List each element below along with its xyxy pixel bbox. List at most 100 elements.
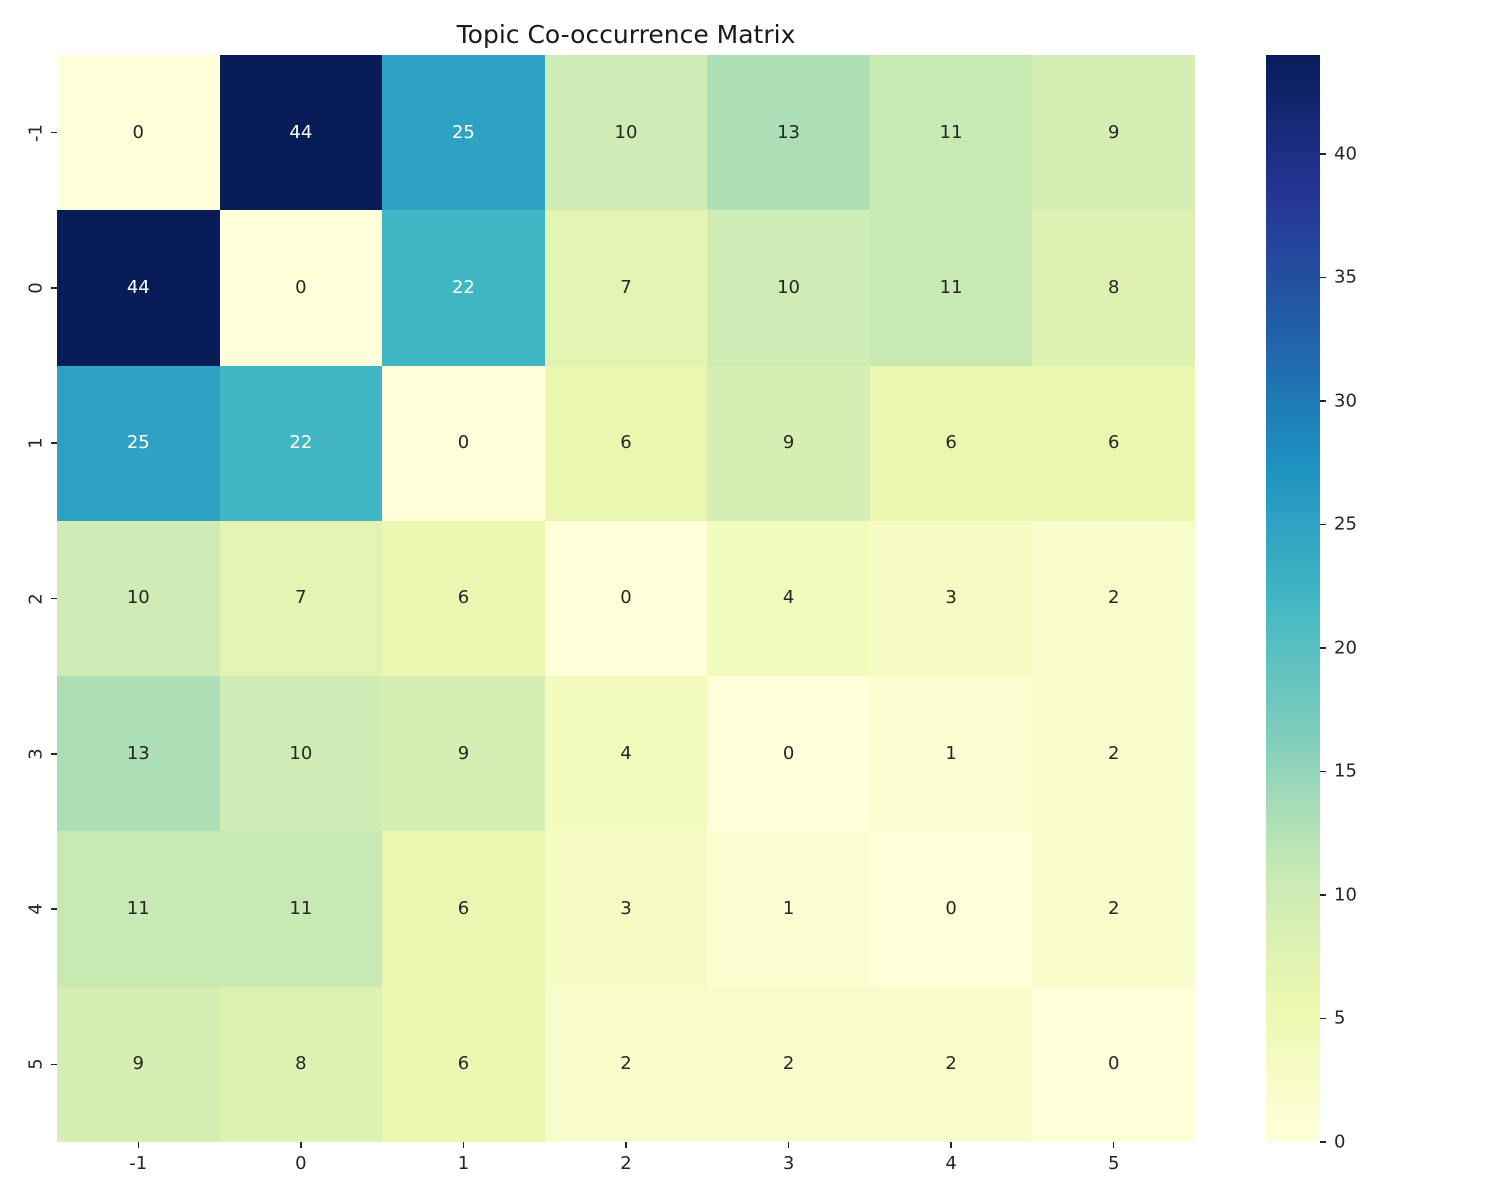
cell-value: 9: [782, 432, 795, 454]
colorbar-tick-label: 40: [1334, 143, 1357, 165]
tick-mark: [51, 597, 57, 600]
tick-mark: [625, 1142, 627, 1148]
cell-value: 6: [457, 587, 470, 609]
heatmap-cell: 1: [707, 831, 870, 987]
cell-value: 9: [132, 1053, 144, 1075]
tick-mark: [51, 753, 57, 755]
cell-value: 25: [451, 121, 475, 143]
heatmap-cell: 44: [57, 210, 220, 366]
tick-mark: [787, 1142, 790, 1148]
colorbar-tick-label: 25: [1334, 513, 1357, 535]
heatmap-cell: 22: [382, 210, 545, 366]
tick-mark: [51, 131, 57, 134]
colorbar-tick-label: 0: [1334, 1131, 1346, 1153]
heatmap-cell: 2: [1032, 520, 1195, 677]
heatmap-cell: 22: [219, 365, 383, 521]
cell-value: 22: [451, 276, 475, 298]
heatmap-cell: 6: [382, 831, 545, 987]
heatmap-cell: 9: [382, 676, 545, 832]
heatmap-cell: 11: [219, 831, 383, 987]
heatmap-cell: 0: [57, 55, 220, 211]
cell-value: 8: [1107, 276, 1120, 298]
cell-value: 3: [945, 587, 957, 609]
cell-value: 6: [620, 432, 632, 454]
heatmap-cell: 10: [219, 676, 383, 832]
heatmap-cell: 2: [707, 986, 870, 1142]
y-axis-tick-label: 0: [25, 282, 47, 294]
heatmap-cell: 4: [544, 676, 708, 832]
tick-mark: [1320, 894, 1326, 896]
cell-value: 10: [777, 276, 801, 298]
cell-value: 22: [289, 432, 313, 454]
tick-mark: [1112, 1142, 1115, 1148]
cell-value: 7: [620, 276, 632, 298]
x-axis-tick-label: 5: [1107, 1153, 1120, 1174]
y-axis-tick-label: 4: [25, 903, 47, 915]
cell-value: 6: [457, 898, 470, 920]
tick-mark: [51, 442, 57, 444]
heatmap-cell: 7: [544, 210, 708, 366]
cell-value: 6: [457, 1053, 470, 1075]
heatmap-cell: 6: [544, 365, 708, 521]
cell-value: 1: [782, 898, 795, 920]
heatmap-cell: 0: [382, 365, 545, 521]
cell-value: 2: [1107, 898, 1120, 920]
heatmap: 0 44 25 10 13 11 9 44 0 22 7 10 11 8 25 22 0 6 9 6 6 10 7 6 0 4 3 2…: [57, 55, 1195, 1142]
cell-value: 9: [1107, 121, 1120, 143]
heatmap-cell: 44: [219, 55, 383, 211]
x-axis-tick-label: 2: [620, 1153, 632, 1174]
x-axis-tick-label: 4: [945, 1153, 957, 1174]
heatmap-cell: 0: [707, 676, 870, 832]
cell-value: 2: [945, 1053, 957, 1075]
heatmap-cell: 2: [544, 986, 708, 1142]
tick-mark: [1320, 400, 1326, 402]
heatmap-cell: 6: [869, 365, 1033, 521]
cell-value: 10: [126, 587, 150, 609]
heatmap-cell: 6: [1032, 365, 1195, 521]
cell-value: 0: [945, 898, 957, 920]
cell-value: 11: [939, 121, 963, 143]
heatmap-cell: 0: [544, 520, 708, 677]
heatmap-cell: 4: [707, 520, 870, 677]
cell-value: 1: [945, 742, 957, 764]
heatmap-cell: 25: [382, 55, 545, 211]
cell-value: 9: [457, 742, 470, 764]
heatmap-cell: 10: [707, 210, 870, 366]
colorbar-tick-label: 10: [1334, 884, 1357, 906]
tick-mark: [300, 1142, 302, 1148]
cell-value: 7: [295, 587, 307, 609]
cell-value: 13: [126, 742, 150, 764]
cell-value: 4: [782, 587, 795, 609]
x-axis-tick-label: 0: [295, 1153, 307, 1174]
heatmap-cell: 9: [1032, 55, 1195, 211]
heatmap-cell: 10: [544, 55, 708, 211]
cell-value: 0: [295, 276, 307, 298]
tick-mark: [462, 1142, 465, 1148]
tick-mark: [1320, 523, 1326, 526]
heatmap-cell: 9: [707, 365, 870, 521]
colorbar-tick-label: 30: [1334, 390, 1357, 412]
y-axis-tick-label: 1: [25, 437, 47, 449]
tick-mark: [137, 1142, 140, 1148]
cell-value: 0: [132, 121, 144, 143]
cell-value: 2: [1107, 742, 1120, 764]
colorbar-tick-label: 15: [1334, 760, 1357, 782]
cell-value: 10: [614, 121, 638, 143]
cell-value: 2: [1107, 587, 1120, 609]
y-axis-tick-label: 3: [25, 748, 47, 760]
colorbar-tick-label: 20: [1334, 637, 1357, 659]
heatmap-cell: 11: [57, 831, 220, 987]
heatmap-cell: 0: [869, 831, 1033, 987]
cell-value: 10: [289, 742, 313, 764]
cell-value: 0: [1107, 1053, 1120, 1075]
cell-value: 6: [945, 432, 957, 454]
heatmap-cell: 7: [219, 520, 383, 677]
colorbar-gradient: [1266, 55, 1320, 1142]
cell-value: 2: [782, 1053, 795, 1075]
heatmap-cell: 9: [57, 986, 220, 1142]
tick-mark: [1320, 153, 1326, 155]
cell-value: 44: [289, 121, 313, 143]
heatmap-cell: 11: [869, 55, 1033, 211]
cell-value: 11: [289, 898, 313, 920]
heatmap-cell: 10: [57, 520, 220, 677]
